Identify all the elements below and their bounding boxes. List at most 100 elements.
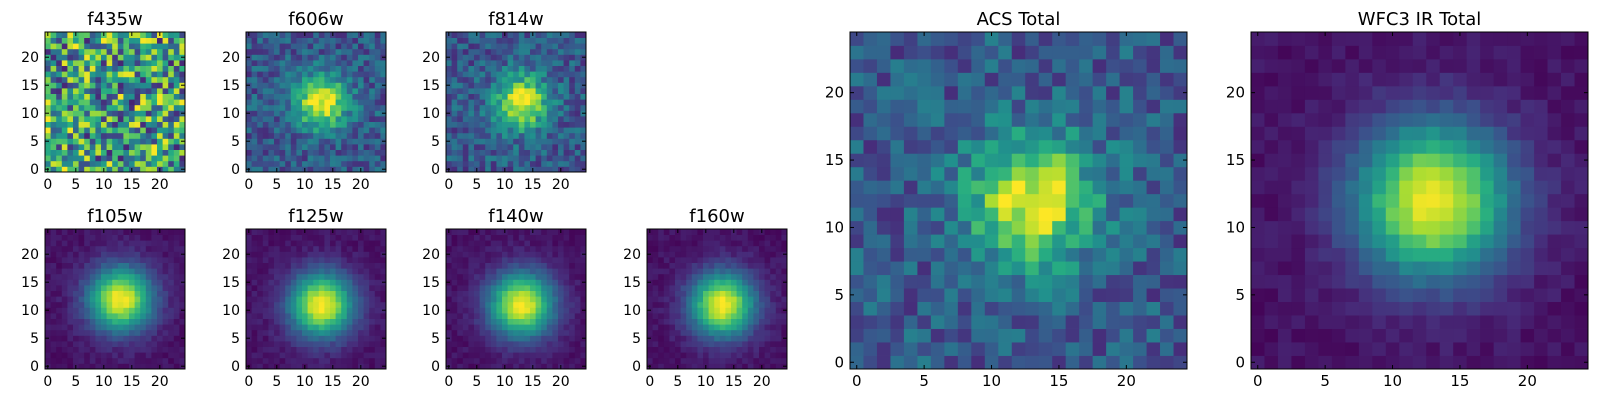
heatmap-cell <box>168 76 175 83</box>
heatmap-cell <box>50 313 57 319</box>
heatmap-cell <box>502 273 508 280</box>
heatmap-cell <box>462 273 469 280</box>
heatmap-cell <box>290 138 297 145</box>
heatmap-cell <box>574 240 581 247</box>
heatmap-cell <box>285 71 292 78</box>
heatmap-cell <box>764 313 771 319</box>
heatmap-cell <box>61 116 68 122</box>
heatmap-cell <box>1106 166 1120 181</box>
heatmap-cell <box>1160 234 1174 249</box>
heatmap-cell <box>580 104 587 111</box>
heatmap-cell <box>341 127 348 134</box>
heatmap-cell <box>358 48 364 55</box>
heatmap-cell <box>61 60 68 66</box>
heatmap-cell <box>352 301 359 308</box>
heatmap-cell <box>73 54 79 61</box>
heatmap-cell <box>50 363 57 370</box>
heatmap-cell <box>753 229 760 235</box>
heatmap-cell <box>652 296 659 303</box>
heatmap-cell <box>775 245 782 252</box>
heatmap-cell <box>474 99 480 106</box>
heatmap-cell <box>302 307 308 314</box>
heatmap-cell <box>580 346 587 353</box>
heatmap-cell <box>151 229 158 235</box>
heatmap-cell <box>496 121 503 128</box>
heatmap-cell <box>850 166 864 181</box>
heatmap-cell <box>474 352 480 359</box>
heatmap-cell <box>296 346 303 353</box>
heatmap-cell <box>352 43 359 50</box>
heatmap-cell <box>78 60 85 66</box>
heatmap-cell <box>369 279 376 286</box>
heatmap-cell <box>274 48 280 55</box>
heatmap-cell <box>56 82 63 89</box>
heatmap-cell <box>335 144 342 150</box>
heatmap-cell <box>78 104 85 111</box>
heatmap-cell <box>56 324 63 331</box>
heatmap-cell <box>658 279 665 286</box>
heatmap-cell <box>95 346 102 353</box>
heatmap-cell <box>474 234 480 241</box>
heatmap-cell <box>457 121 464 128</box>
heatmap-cell <box>101 285 107 291</box>
heatmap-cell <box>380 65 387 72</box>
heatmap-cell <box>580 273 587 280</box>
heatmap-cell <box>580 234 587 241</box>
heatmap-cell <box>352 229 359 235</box>
heatmap-cell <box>496 341 503 347</box>
heatmap-cell <box>558 127 564 134</box>
heatmap-cell <box>658 257 665 263</box>
heatmap-cell <box>369 138 376 145</box>
heatmap-cell <box>451 60 458 66</box>
heatmap-cell <box>890 166 905 181</box>
heatmap-cell <box>1160 274 1174 289</box>
heatmap-cell <box>446 318 452 325</box>
heatmap-cell <box>496 155 503 162</box>
heatmap-cell <box>890 355 905 370</box>
heatmap-cell <box>330 99 336 106</box>
heatmap-cell <box>1065 247 1080 262</box>
heatmap-cell <box>725 307 732 314</box>
heatmap-cell <box>296 88 303 94</box>
heatmap-cell <box>307 234 314 241</box>
heatmap-cell <box>134 65 141 72</box>
heatmap-cell <box>541 43 548 50</box>
heatmap-cell <box>462 346 469 353</box>
heatmap-cell <box>157 104 163 111</box>
axes-frame <box>445 31 587 173</box>
heatmap-cell <box>903 288 918 302</box>
heatmap-cell <box>518 48 525 55</box>
heatmap-cell <box>162 132 169 139</box>
heatmap-cell <box>117 99 124 106</box>
heatmap-cell <box>307 99 314 106</box>
heatmap-cell <box>352 166 359 173</box>
heatmap-cell <box>507 54 514 61</box>
heatmap-cell <box>984 288 999 302</box>
heatmap-cell <box>513 245 520 252</box>
heatmap-cell <box>324 116 331 122</box>
heatmap-cell <box>462 82 469 89</box>
heatmap-cell <box>563 329 570 336</box>
heatmap-cell <box>369 335 376 342</box>
heatmap-cell <box>552 160 559 167</box>
heatmap-cell <box>279 341 286 347</box>
heatmap-cell <box>944 180 959 195</box>
heatmap-cell <box>274 234 280 241</box>
heatmap-cell <box>462 149 469 156</box>
heatmap-cell <box>307 240 314 247</box>
heatmap-cell <box>496 132 503 139</box>
heatmap-cell <box>680 301 687 308</box>
heatmap-cell <box>742 335 749 342</box>
heatmap-cell <box>518 32 525 38</box>
heatmap-cell <box>330 262 336 269</box>
heatmap-cell <box>502 88 508 94</box>
heatmap-cell <box>313 234 320 241</box>
heatmap-cell <box>346 43 353 50</box>
heatmap-cell <box>318 82 325 89</box>
heatmap-cell <box>61 43 68 50</box>
heatmap-cell <box>268 251 275 258</box>
heatmap-cell <box>274 296 280 303</box>
heatmap-cell <box>268 352 275 359</box>
heatmap-cell <box>168 149 175 156</box>
heatmap-cell <box>759 296 765 303</box>
